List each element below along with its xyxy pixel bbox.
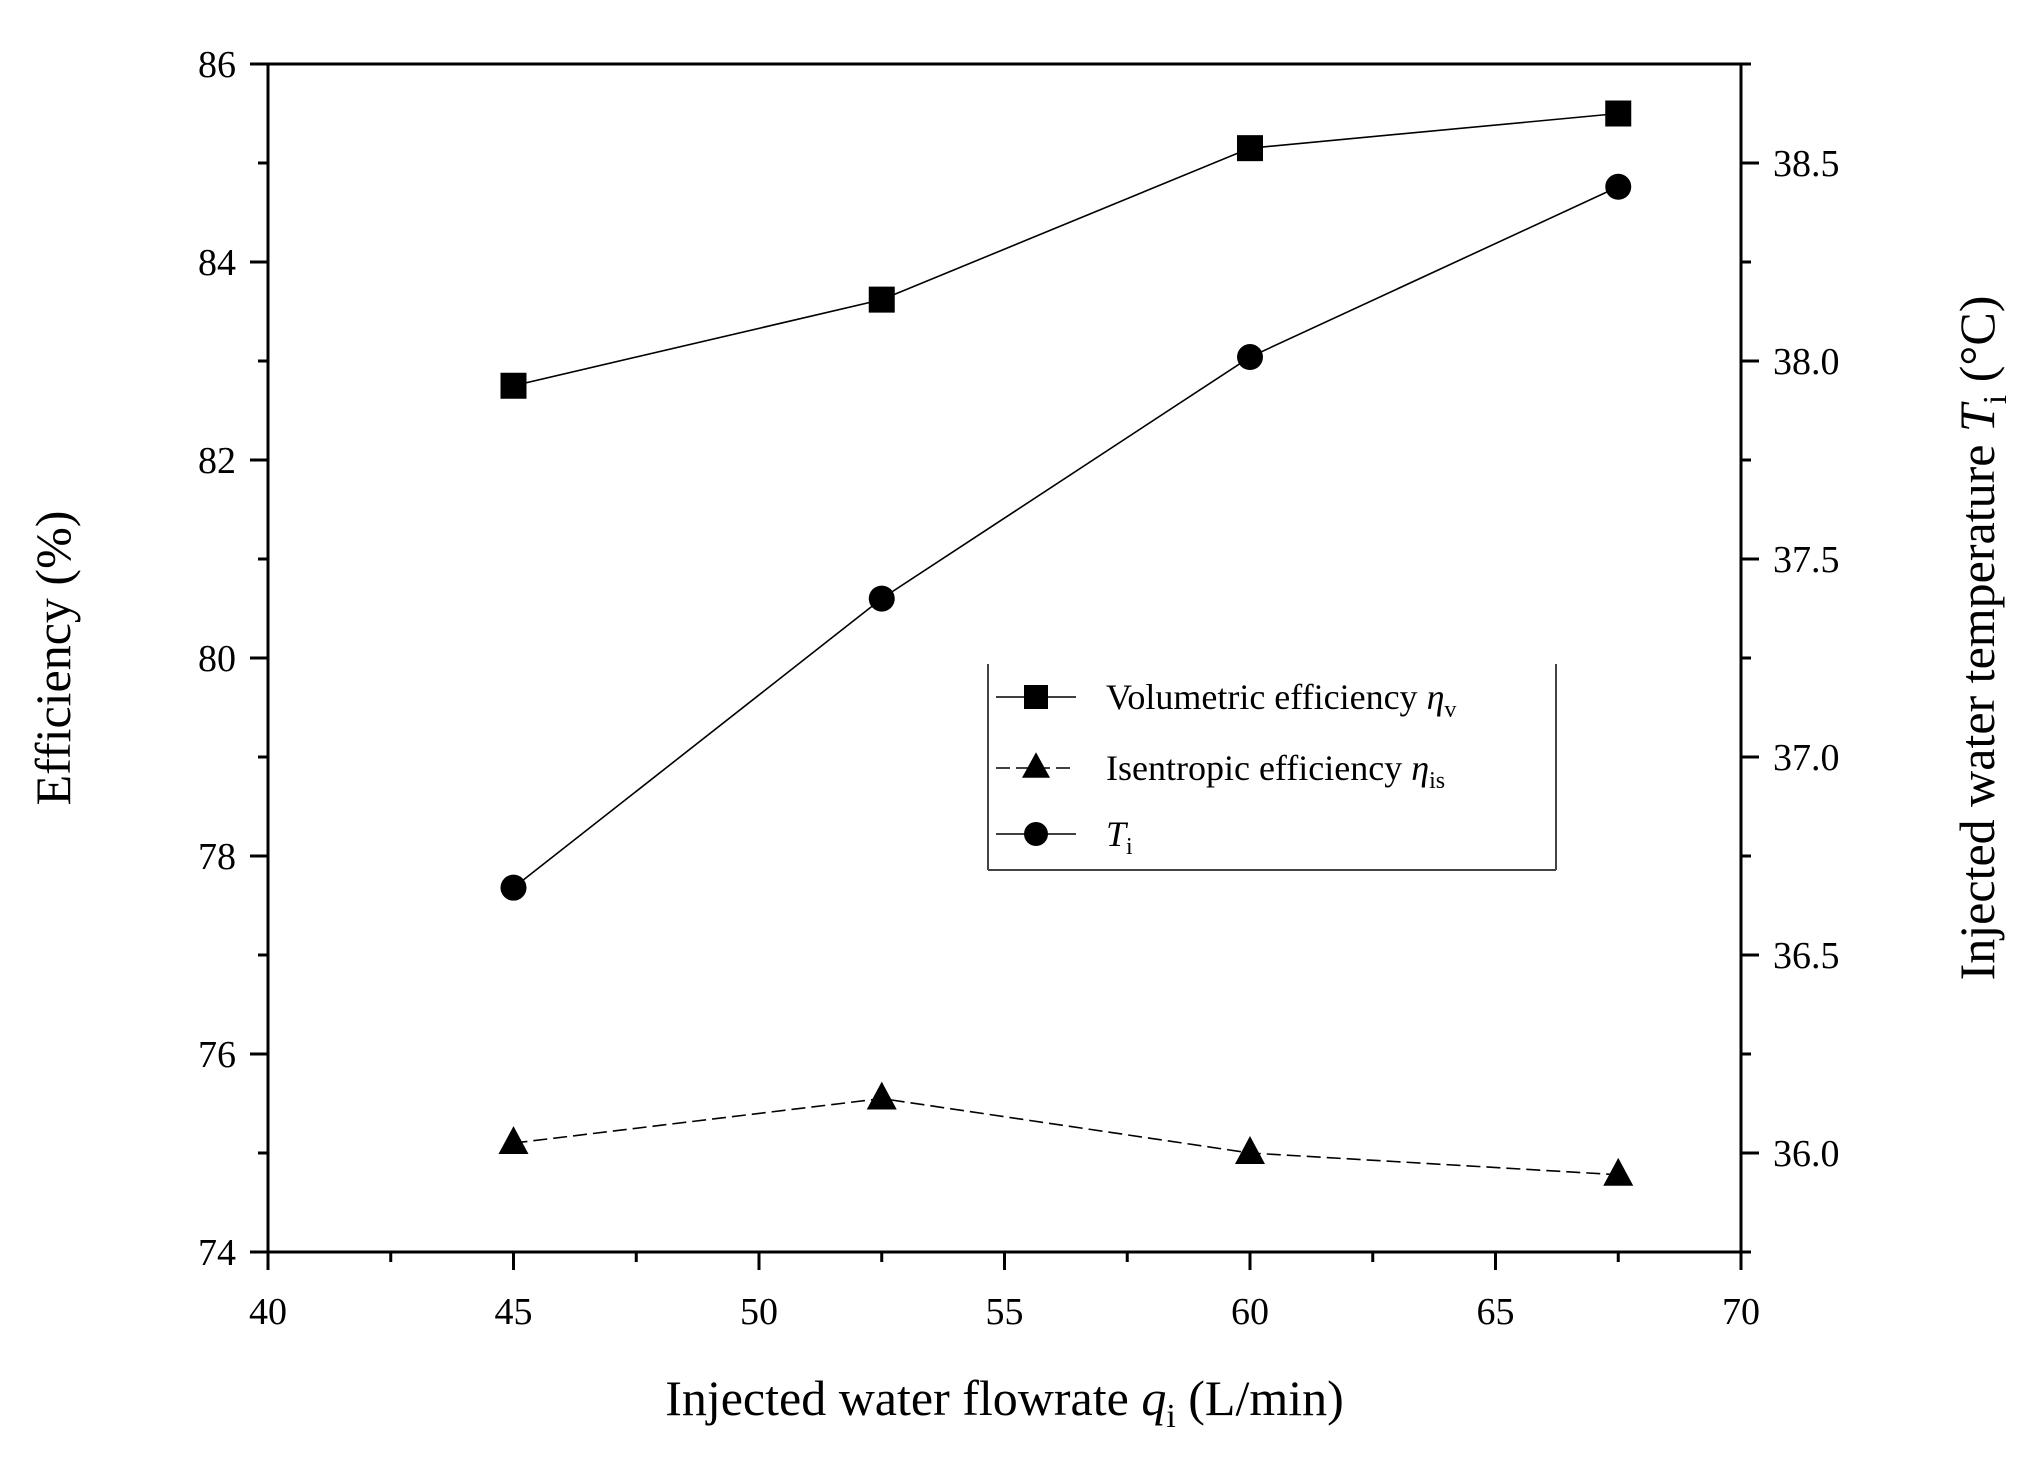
y-right-tick-label: 36.5 [1773, 935, 1840, 977]
y-right-tick-label: 37.0 [1773, 737, 1840, 779]
y-left-tick-label: 84 [198, 242, 236, 284]
series-1-point-2 [868, 286, 895, 313]
x-tick-label: 50 [740, 1291, 778, 1333]
legend-label-3: Ti [1106, 814, 1133, 860]
series-1 [500, 100, 1632, 399]
series-3-line [513, 186, 1619, 889]
legend-label-2: Isentropic efficiency ηis [1106, 748, 1445, 794]
x-axis-title: Injected water flowrate qi (L/min) [665, 1370, 1344, 1435]
legend-entry-2: Isentropic efficiency ηis [996, 748, 1445, 794]
series-3-point-1 [500, 874, 527, 901]
y-right-tick-label: 36.0 [1773, 1133, 1840, 1175]
axes: 40 45 50 55 60 65 70 74 76 78 80 82 84 86 36.0 36.5 37.0… [25, 44, 2014, 1435]
series-1-point-4 [1605, 100, 1632, 127]
y-right-tick-label: 37.5 [1773, 539, 1840, 581]
series-2-point-2 [866, 1081, 897, 1110]
legend-entry-3: Ti [996, 814, 1133, 860]
y-right-axis-title: Injected water temperature Ti (°C) [1949, 296, 2014, 981]
y-left-tick-label: 82 [198, 440, 236, 482]
y-left-axis-title: Efficiency (%) [25, 511, 81, 806]
series-2-line [513, 1097, 1619, 1176]
series-2 [498, 1081, 1634, 1186]
series-layer [498, 100, 1634, 1186]
series-2-point-4 [1603, 1157, 1634, 1186]
y-left-tick-label: 86 [198, 44, 236, 86]
series-1-line [513, 112, 1619, 387]
series-1-point-3 [1237, 135, 1263, 162]
series-2-point-3 [1235, 1136, 1265, 1164]
series-3 [500, 173, 1632, 901]
legend-label-1: Volumetric efficiency ηv [1106, 677, 1456, 723]
series-3-point-4 [1605, 173, 1632, 200]
legend-entry-1: Volumetric efficiency ηv [996, 677, 1456, 723]
x-tick-label: 40 [249, 1291, 287, 1333]
y-left-tick-label: 74 [198, 1232, 236, 1274]
legend: Volumetric efficiency ηv Isentropic effic… [987, 664, 1557, 871]
y-right-tick-label: 38.0 [1773, 341, 1840, 383]
y-left-tick-label: 76 [198, 1034, 236, 1076]
legend-marker-3 [1024, 822, 1048, 846]
x-tick-label: 45 [495, 1291, 533, 1333]
series-3-point-3 [1237, 344, 1263, 371]
series-3-point-2 [868, 585, 895, 612]
x-tick-label: 55 [986, 1291, 1024, 1333]
plot-frame [266, 62, 1743, 1254]
y-left-tick-label: 80 [198, 638, 236, 680]
series-2-point-1 [498, 1126, 529, 1155]
legend-marker-1 [1024, 685, 1048, 709]
x-tick-label: 65 [1477, 1291, 1515, 1333]
y-left-tick-label: 78 [198, 836, 236, 878]
legend-marker-2 [1022, 752, 1050, 778]
x-tick-label: 60 [1231, 1291, 1269, 1333]
y-right-tick-label: 38.5 [1773, 143, 1840, 185]
series-1-point-1 [500, 372, 527, 399]
x-tick-label: 70 [1722, 1291, 1760, 1333]
